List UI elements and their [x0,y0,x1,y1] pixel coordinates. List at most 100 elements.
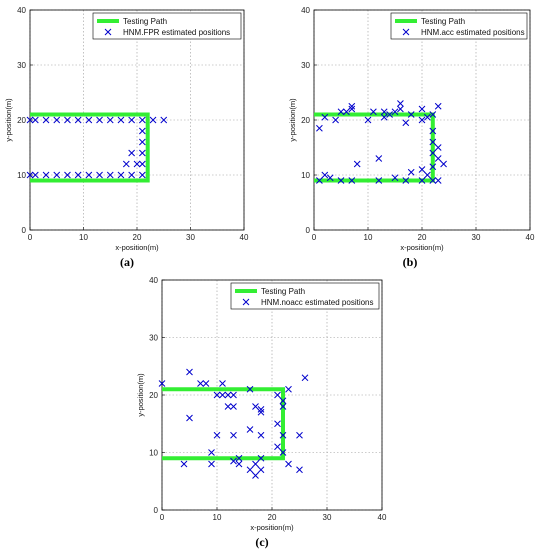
legend-series-label: HNM.noacc estimated positions [261,298,374,307]
estimated-position-marker [257,406,265,413]
estimated-position-marker [74,116,82,124]
estimated-position-marker [279,397,287,405]
y-tick-label: 10 [17,171,26,180]
y-tick-label: 0 [22,226,27,235]
estimated-position-marker [138,116,146,124]
y-tick-label: 40 [149,276,158,285]
estimated-position-marker [274,391,281,399]
estimated-position-marker [53,171,61,179]
estimated-position-marker [429,177,437,184]
estimated-position-marker [429,127,437,135]
estimated-position-marker [424,113,431,121]
estimated-position-marker [106,171,114,179]
estimated-position-marker [128,116,136,124]
estimated-position-marker [138,160,146,168]
estimated-position-marker [337,108,345,116]
estimated-position-marker [402,119,410,127]
estimated-position-marker [434,177,442,184]
estimated-position-marker [274,443,281,451]
estimated-position-marker [186,368,193,376]
x-tick-label: 40 [240,233,249,242]
estimated-position-marker [230,391,237,399]
y-tick-label: 20 [301,116,310,125]
estimated-position-marker [230,403,237,410]
y-tick-label: 30 [149,334,158,343]
estimated-position-marker [429,163,437,171]
x-tick-label: 30 [186,233,195,242]
estimated-position-marker [106,116,114,124]
estimated-position-marker [235,454,243,462]
estimated-position-marker [424,171,431,179]
axes-frame [161,279,383,511]
panel-caption: (c) [255,535,268,549]
legend-series-label: HNM.FPR estimated positions [123,28,230,37]
estimated-position-marker [31,116,39,124]
estimated-position-marker [246,385,254,393]
estimated-position-marker [316,177,323,184]
estimated-position-marker [235,460,243,468]
estimated-position-marker [74,171,82,179]
panel-a: 00 10 10 20 20 30 30 40 40 x-position(m) y-positio… [4,6,249,269]
estimated-position-marker [391,174,399,182]
estimated-position-marker [296,466,303,474]
estimated-position-marker [348,102,356,110]
estimated-position-marker [364,116,372,124]
estimated-position-marker [285,460,292,468]
estimated-position-marker [252,460,259,468]
y-axis-label: y-position(m) [136,373,145,417]
y-tick-label: 30 [17,61,26,70]
estimated-position-marker [429,149,437,157]
estimated-position-marker [386,111,393,118]
x-tick-label: 10 [79,233,88,242]
x-tick-label: 20 [133,233,142,242]
y-axis-label: y-position(m) [4,98,13,142]
legend-path-label: Testing Path [261,287,305,296]
testing-path-line [162,387,285,461]
legend-box [390,12,528,40]
panel-b: 00 10 10 20 20 30 30 40 40 x-position(m) y-positio… [288,6,535,269]
y-tick-label: 40 [17,6,26,15]
estimated-position-marker [321,171,329,179]
estimated-position-marker [149,116,157,124]
estimated-position-marker [353,160,361,168]
estimated-position-marker [197,380,204,387]
estimated-position-marker [160,116,168,124]
estimated-position-marker [301,374,309,382]
estimated-position-marker [224,403,232,410]
estimated-position-marker [138,138,146,146]
estimated-position-marker [296,431,303,439]
estimated-position-marker [257,431,265,439]
estimated-position-marker [64,171,71,179]
estimated-position-marker [133,160,141,168]
y-tick-label: 0 [154,506,159,515]
estimated-position-marker [230,457,237,465]
axes-frame [313,9,531,231]
x-tick-label: 10 [213,513,222,522]
estimated-position-marker [208,460,215,468]
estimated-position-marker [402,177,410,184]
x-axis-label: x-position(m) [250,523,294,532]
estimated-position-marker [279,403,287,410]
estimated-position-marker [337,177,345,184]
estimated-position-marker [380,108,388,116]
x-tick-label: 10 [364,233,373,242]
testing-path-line [30,112,150,183]
estimated-position-marker [440,160,447,168]
estimated-position-marker [321,113,329,121]
testing-path-line [314,112,435,183]
estimated-position-marker [213,431,221,439]
y-tick-label: 10 [301,171,310,180]
x-tick-label: 30 [472,233,481,242]
estimated-position-marker [418,166,426,173]
estimated-position-marker [64,116,71,124]
estimated-position-marker [117,116,125,124]
estimated-position-marker [230,431,237,439]
estimated-position-marker [407,168,415,176]
estimated-position-marker [397,100,404,107]
estimated-position-marker [348,177,356,184]
estimated-position-marker [96,116,103,124]
estimated-position-marker [252,472,259,479]
x-tick-label: 40 [526,233,535,242]
estimated-position-marker [429,138,437,146]
y-tick-label: 0 [306,226,311,235]
